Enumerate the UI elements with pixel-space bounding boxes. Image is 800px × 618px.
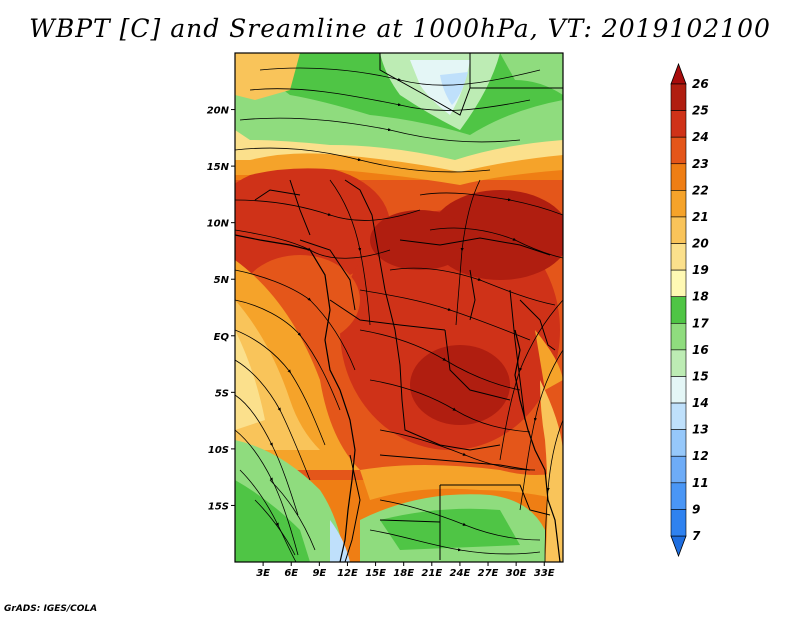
- colorbar-swatch: [670, 455, 687, 484]
- lon-tick-label: 27E: [478, 568, 499, 579]
- country-borders: [254, 53, 563, 562]
- lon-tick-label: 12E: [337, 568, 358, 579]
- lon-tick-label: 15E: [365, 568, 386, 579]
- colorbar-label: 7: [692, 529, 701, 543]
- colorbar-label: 26: [692, 77, 709, 91]
- colorbar-label: 20: [692, 237, 709, 251]
- colorbar-swatch: [670, 110, 687, 138]
- lon-tick-label: 33E: [534, 568, 555, 579]
- colorbar-label: 19: [692, 263, 709, 277]
- colorbar-label: 25: [692, 104, 709, 118]
- lon-tick-label: 6E: [284, 568, 298, 579]
- colorbar-swatch: [670, 482, 687, 510]
- colorbar-swatch: [670, 509, 687, 537]
- colorbar-label: 16: [692, 343, 709, 357]
- lat-tick-label: 15N: [207, 162, 230, 173]
- colorbar-label: 13: [692, 423, 709, 437]
- colorbar-swatch: [670, 296, 687, 324]
- lat-tick-label: 5N: [214, 275, 230, 286]
- colorbar-label: 15: [692, 369, 709, 383]
- latitude-axis: 20N 15N 10N 5N EQ 5S 10S 15S: [207, 106, 235, 512]
- colorbar-swatch: [670, 429, 687, 457]
- colorbar-label: 24: [692, 130, 709, 144]
- wbpt-shading: [235, 53, 563, 562]
- lon-tick-label: 30E: [506, 568, 527, 579]
- colorbar-label: 18: [692, 290, 709, 304]
- lon-tick-label: 3E: [256, 568, 270, 579]
- plot-frame: [234, 52, 564, 563]
- lon-tick-label: 9E: [312, 568, 326, 579]
- colorbar-label: 21: [692, 210, 709, 224]
- grads-credit: GrADS: IGES/COLA: [4, 604, 98, 614]
- colorbar-swatch: [670, 190, 687, 218]
- coastline: [235, 234, 561, 562]
- lon-tick-label: 24E: [450, 568, 471, 579]
- colorbar-swatch: [670, 216, 687, 244]
- colorbar-label: 17: [692, 316, 709, 330]
- colorbar-label: 23: [692, 157, 709, 171]
- colorbar-swatch: [670, 243, 687, 271]
- colorbar-swatch: [670, 322, 687, 351]
- colorbar: 7 9 11 12 13 14 15 16 17 18 19 20 21 22 23 24 25 26: [670, 62, 709, 558]
- lat-tick-label: 15S: [208, 501, 229, 512]
- colorbar-label: 22: [692, 183, 709, 197]
- colorbar-max-triangle: [670, 62, 687, 85]
- colorbar-swatch: [670, 349, 687, 377]
- lon-tick-label: 21E: [421, 568, 442, 579]
- map-title: WBPT [C] and Sreamline at 1000hPa, VT: 2…: [29, 14, 771, 43]
- colorbar-label: 9: [692, 502, 700, 516]
- colorbar-swatch: [670, 83, 687, 111]
- lat-tick-label: 20N: [207, 106, 230, 117]
- lat-tick-label: 5S: [215, 388, 229, 399]
- lat-tick-label: 10N: [207, 219, 230, 230]
- colorbar-label: 12: [692, 449, 709, 463]
- colorbar-label: 14: [692, 396, 709, 410]
- lat-tick-label: 10S: [208, 445, 229, 456]
- colorbar-swatch: [670, 376, 687, 404]
- colorbar-swatch: [670, 402, 687, 430]
- colorbar-min-triangle: [670, 535, 687, 558]
- lat-tick-label: EQ: [214, 332, 230, 343]
- lon-tick-label: 18E: [393, 568, 414, 579]
- colorbar-swatch: [670, 136, 687, 165]
- colorbar-label: 11: [692, 476, 709, 490]
- colorbar-swatch: [670, 163, 687, 191]
- longitude-axis: 3E 6E 9E 12E 15E 18E 21E 24E 27E 30E 33E: [256, 562, 555, 579]
- colorbar-swatch: [670, 269, 687, 298]
